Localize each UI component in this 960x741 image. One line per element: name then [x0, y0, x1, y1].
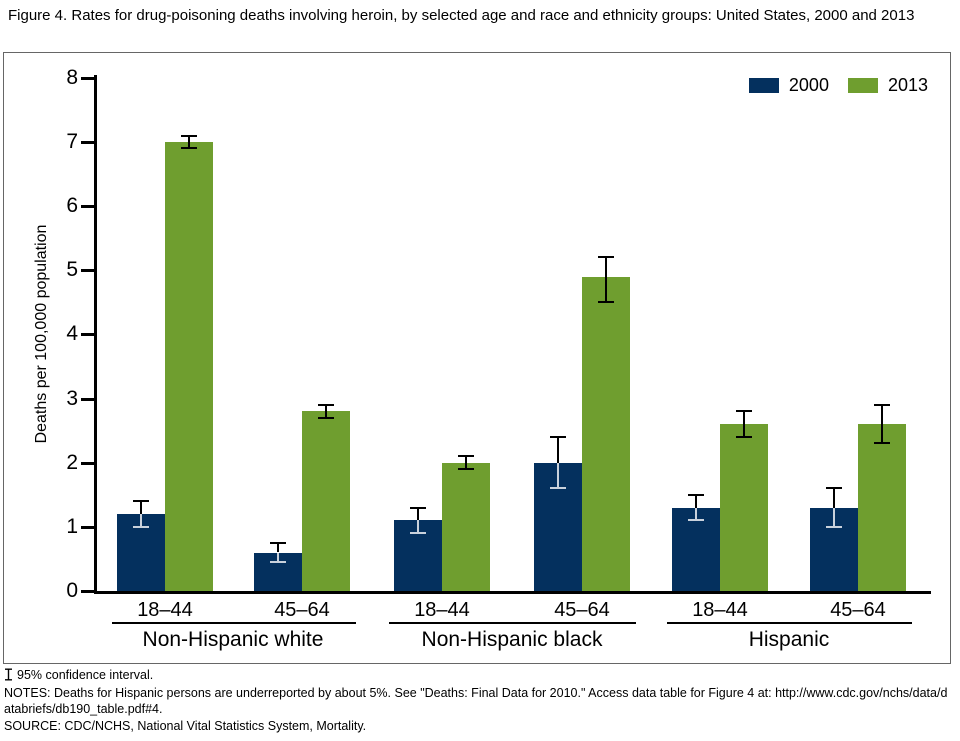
y-tick-label: 7	[66, 129, 78, 153]
figure-footnotes: 95% confidence interval. NOTES: Deaths f…	[4, 667, 954, 734]
group-underline	[667, 622, 912, 624]
error-bar-line	[695, 494, 697, 508]
legend-label: 2013	[887, 75, 928, 95]
error-bar-cap	[318, 403, 334, 406]
error-bar-cap	[181, 147, 197, 150]
error-bar-line	[833, 507, 835, 527]
error-bar-cap	[874, 403, 890, 406]
x-age-label: 18–44	[137, 599, 193, 621]
x-axis-line	[94, 591, 931, 594]
y-tick-label: 5	[66, 258, 78, 282]
y-tick	[81, 525, 94, 529]
error-bar-cap	[688, 519, 704, 522]
legend-swatch-2013	[847, 78, 878, 93]
error-bar-cap	[318, 416, 334, 419]
error-bar-cap	[458, 468, 474, 471]
error-bar-cap	[550, 436, 566, 439]
bar-2000-4	[672, 507, 720, 591]
error-bar-line	[277, 552, 279, 563]
group-underline	[389, 622, 636, 624]
error-bar-line	[833, 488, 835, 508]
y-tick-label: 4	[66, 322, 78, 346]
error-bar-line	[140, 514, 142, 527]
error-bar-cap	[270, 561, 286, 564]
legend: 2000 2013	[748, 75, 928, 96]
y-tick-label: 8	[66, 65, 78, 89]
y-tick	[81, 333, 94, 337]
error-bar-cap	[598, 256, 614, 259]
figure-title: Figure 4. Rates for drug-poisoning death…	[8, 7, 915, 24]
legend-label: 2000	[788, 75, 829, 95]
error-bar-cap	[410, 532, 426, 535]
x-age-label: 18–44	[414, 599, 470, 621]
error-bar-line	[557, 437, 559, 463]
bar-2013-2	[442, 462, 490, 591]
legend-swatch-2000	[748, 78, 779, 93]
error-bar-cap	[458, 455, 474, 458]
bar-2013-0	[165, 141, 213, 591]
error-bar-line	[325, 404, 327, 418]
error-bar-icon	[5, 668, 12, 681]
error-bar-cap	[410, 506, 426, 509]
error-bar-cap	[598, 301, 614, 304]
error-bar-cap	[688, 493, 704, 496]
legend-item-2013: 2013	[847, 75, 928, 96]
error-bar-line	[557, 462, 559, 489]
error-bar-cap	[550, 487, 566, 490]
error-bar-cap	[736, 410, 752, 413]
y-tick	[81, 140, 94, 144]
y-tick	[81, 397, 94, 401]
error-bar-line	[140, 501, 142, 515]
y-tick	[81, 205, 94, 209]
error-bar-cap	[181, 134, 197, 137]
error-bar-cap	[270, 541, 286, 544]
error-bar-line	[417, 507, 419, 521]
ci-note-text: 95% confidence interval.	[17, 668, 154, 682]
group-label: Non-Hispanic black	[421, 628, 603, 651]
error-bar-line	[277, 542, 279, 553]
x-age-label: 45–64	[830, 599, 886, 621]
y-tick-label: 3	[66, 386, 78, 410]
y-tick	[81, 590, 94, 593]
x-age-label: 45–64	[554, 599, 610, 621]
error-bar-line	[188, 135, 190, 149]
y-tick	[81, 269, 94, 273]
legend-item-2000: 2000	[748, 75, 829, 96]
notes-text: NOTES: Deaths for Hispanic persons are u…	[4, 685, 948, 717]
error-bar-cap	[133, 525, 149, 528]
error-bar-cap	[826, 487, 842, 490]
error-bar-line	[417, 520, 419, 534]
ci-note-line: 95% confidence interval.	[4, 667, 954, 684]
error-bar-line	[605, 257, 607, 303]
y-tick-label: 0	[66, 579, 78, 602]
error-bar-cap	[133, 500, 149, 503]
y-tick-label: 1	[66, 514, 78, 538]
y-tick-label: 2	[66, 450, 78, 474]
group-underline	[112, 622, 356, 624]
group-label: Hispanic	[748, 628, 830, 651]
y-axis-line	[94, 75, 97, 594]
bar-2013-4	[720, 424, 768, 591]
bar-2013-3	[582, 276, 630, 591]
error-bar-cap	[874, 442, 890, 445]
y-tick-label: 6	[66, 194, 78, 218]
error-bar-line	[743, 411, 745, 438]
group-label: Non-Hispanic white	[142, 628, 324, 651]
y-tick	[81, 76, 94, 80]
chart-frame: Deaths per 100,000 population 2000 2013 0…	[3, 52, 951, 664]
x-age-label: 45–64	[274, 599, 330, 621]
error-bar-cap	[736, 436, 752, 439]
bar-2013-1	[302, 411, 350, 591]
x-age-label: 18–44	[692, 599, 748, 621]
error-bar-cap	[826, 525, 842, 528]
source-text: SOURCE: CDC/NCHS, National Vital Statist…	[4, 718, 367, 733]
y-tick	[81, 461, 94, 465]
error-bar-line	[465, 456, 467, 470]
error-bar-line	[881, 404, 883, 444]
error-bar-line	[695, 507, 697, 521]
bar-2013-5	[858, 424, 906, 591]
